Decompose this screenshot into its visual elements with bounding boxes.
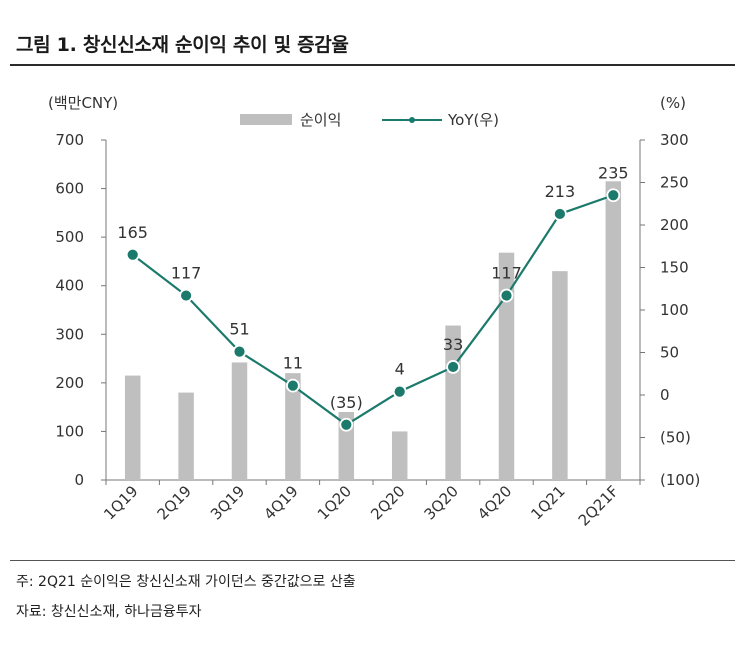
x-tick-label: 4Q20 — [474, 482, 515, 523]
combo-chart: (백만CNY) (%) 순이익 YoY(우) 01002003004005006… — [48, 94, 700, 530]
yoy-point-1Q19 — [125, 247, 140, 262]
yoy-data-label: 117 — [171, 264, 202, 283]
x-tick-label: 2Q20 — [367, 482, 408, 523]
bar-2Q20 — [391, 431, 408, 480]
yoy-data-label: 51 — [229, 320, 249, 339]
right-tick-label: 300 — [660, 131, 689, 149]
right-tick-label: (50) — [660, 429, 691, 447]
right-tick-label: 150 — [660, 259, 689, 277]
yoy-point-4Q20 — [499, 288, 514, 303]
x-tick-label: 1Q21 — [527, 482, 568, 523]
x-tick-label: 1Q19 — [100, 482, 141, 523]
x-tick-label: 1Q20 — [314, 482, 355, 523]
x-tick-label: 2Q19 — [154, 482, 195, 523]
yoy-data-label: 117 — [491, 264, 522, 283]
legend-bar-label: 순이익 — [300, 111, 341, 129]
yoy-point-1Q20 — [339, 417, 354, 432]
yoy-point-2Q21F — [606, 188, 621, 203]
yoy-data-label: (35) — [330, 393, 363, 412]
bar-1Q21 — [552, 271, 568, 480]
left-tick-label: 100 — [55, 422, 84, 440]
right-tick-label: 100 — [660, 301, 689, 319]
yoy-line — [132, 194, 614, 427]
yoy-point-2Q20 — [392, 384, 407, 399]
right-tick-label: 0 — [660, 386, 670, 404]
left-tick-label: 400 — [55, 277, 84, 295]
left-tick-label: 200 — [55, 374, 84, 392]
left-tick-label: 0 — [74, 471, 84, 489]
bar-2Q19 — [178, 392, 194, 480]
title-rule — [10, 64, 735, 66]
right-tick-label: 250 — [660, 174, 689, 192]
right-tick-label: 200 — [660, 216, 689, 234]
source-note: 자료: 창신신소재, 하나금융투자 — [16, 604, 202, 620]
x-tick-label: 2Q21F — [575, 482, 622, 529]
yoy-data-label: 165 — [117, 223, 148, 242]
yoy-point-1Q21 — [553, 207, 567, 221]
right-tick-label: (100) — [660, 471, 700, 489]
left-tick-label: 600 — [55, 180, 84, 198]
left-tick-label: 300 — [55, 325, 84, 343]
bar-3Q19 — [231, 362, 248, 480]
x-tick-label: 4Q19 — [260, 482, 301, 523]
yoy-data-label: 4 — [395, 360, 405, 379]
yoy-point-3Q19 — [232, 344, 247, 359]
yoy-point-4Q19 — [285, 378, 300, 393]
bar-2Q21F — [605, 181, 622, 480]
right-tick-label: 50 — [660, 344, 679, 362]
bar-1Q19 — [124, 375, 141, 480]
right-axis-label: (%) — [660, 94, 686, 112]
yoy-data-label: 33 — [443, 335, 463, 354]
left-axis-label: (백만CNY) — [48, 94, 118, 112]
legend-line-marker — [409, 117, 415, 123]
yoy-point-3Q20 — [446, 360, 461, 374]
legend-bar-swatch — [240, 114, 292, 125]
footer-rule — [10, 560, 735, 561]
bar-series — [124, 181, 622, 480]
left-tick-label: 700 — [55, 131, 84, 149]
yoy-data-label: 213 — [545, 182, 576, 201]
x-tick-label: 3Q20 — [421, 482, 462, 523]
x-tick-labels: 1Q19 2Q19 3Q19 4Q19 1Q20 2Q20 3Q20 4Q20 1Q21 2Q21… — [100, 482, 622, 529]
bar-4Q19 — [285, 373, 301, 480]
line-series: 165 117 51 11 (35) 4 33 117 213 235 — [117, 163, 629, 432]
footnote: 주: 2Q21 순이익은 창신신소재 가이던스 중간값으로 산출 — [16, 574, 356, 590]
yoy-point-2Q19 — [179, 288, 194, 303]
yoy-data-label: 11 — [283, 354, 303, 373]
axes: 0 100 200 300 400 500 600 700 (100) (50) 0 50 100 150… — [55, 131, 700, 489]
legend-line-label: YoY(우) — [447, 111, 499, 129]
figure-title: 그림 1. 창신신소재 순이익 추이 및 증감율 — [16, 34, 349, 56]
left-tick-label: 500 — [55, 228, 84, 246]
legend: 순이익 YoY(우) — [240, 111, 499, 129]
yoy-data-label: 235 — [598, 163, 629, 182]
bar-4Q20 — [498, 252, 515, 480]
x-tick-label: 3Q19 — [207, 482, 248, 523]
